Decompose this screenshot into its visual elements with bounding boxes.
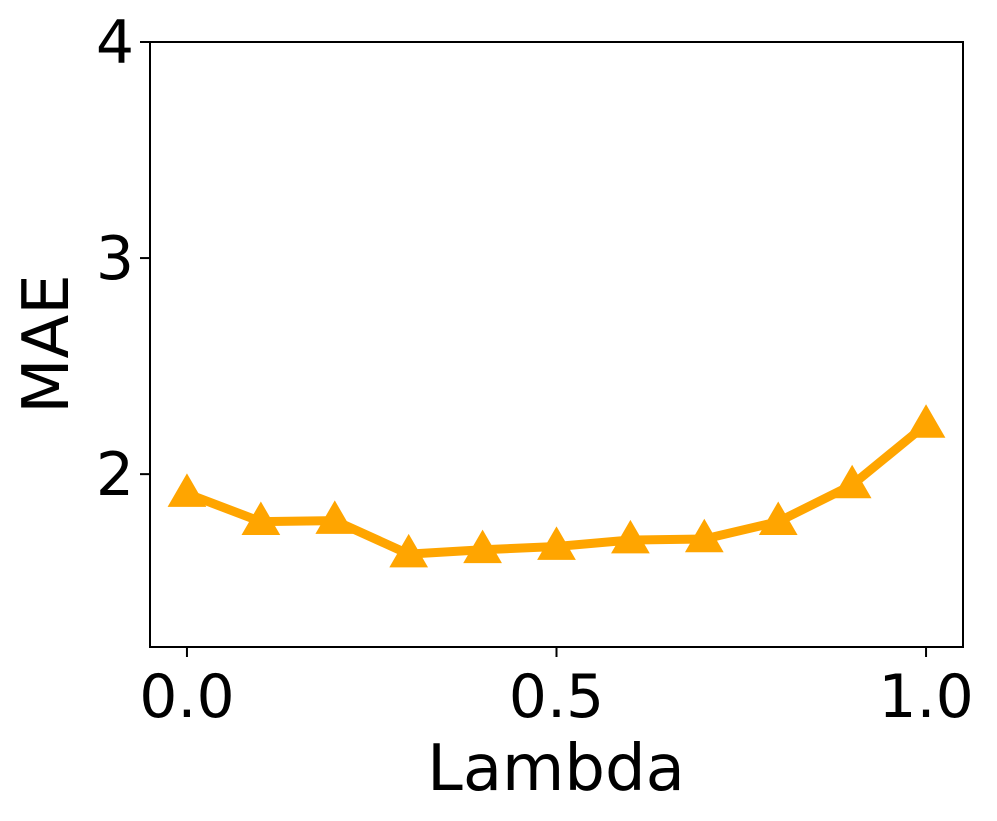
data-point-marker	[832, 464, 872, 499]
data-point-marker	[315, 500, 355, 534]
data-point-marker	[241, 501, 281, 535]
data-point-marker	[167, 473, 207, 507]
x-tick-label: 0.0	[139, 662, 234, 732]
data-point-marker	[389, 533, 429, 568]
x-tick-label: 1.0	[878, 662, 973, 732]
y-axis-label: MAE	[10, 274, 84, 413]
data-point-marker	[611, 519, 650, 554]
x-axis-ticks: 0.0 0.5 1.0	[139, 647, 974, 732]
x-axis-label: Lambda	[427, 732, 685, 806]
y-tick-label: 4	[96, 8, 134, 78]
y-tick-label: 2	[96, 440, 134, 510]
data-point-marker	[906, 404, 946, 438]
series-layer	[167, 404, 946, 568]
data-point-marker	[758, 501, 798, 535]
data-point-marker	[537, 526, 576, 560]
data-point-marker	[463, 529, 502, 564]
y-axis-ticks: 2 3 4	[96, 8, 150, 510]
y-tick-label: 3	[96, 224, 134, 294]
data-point-marker	[684, 518, 724, 553]
x-tick-label: 0.5	[509, 662, 604, 732]
